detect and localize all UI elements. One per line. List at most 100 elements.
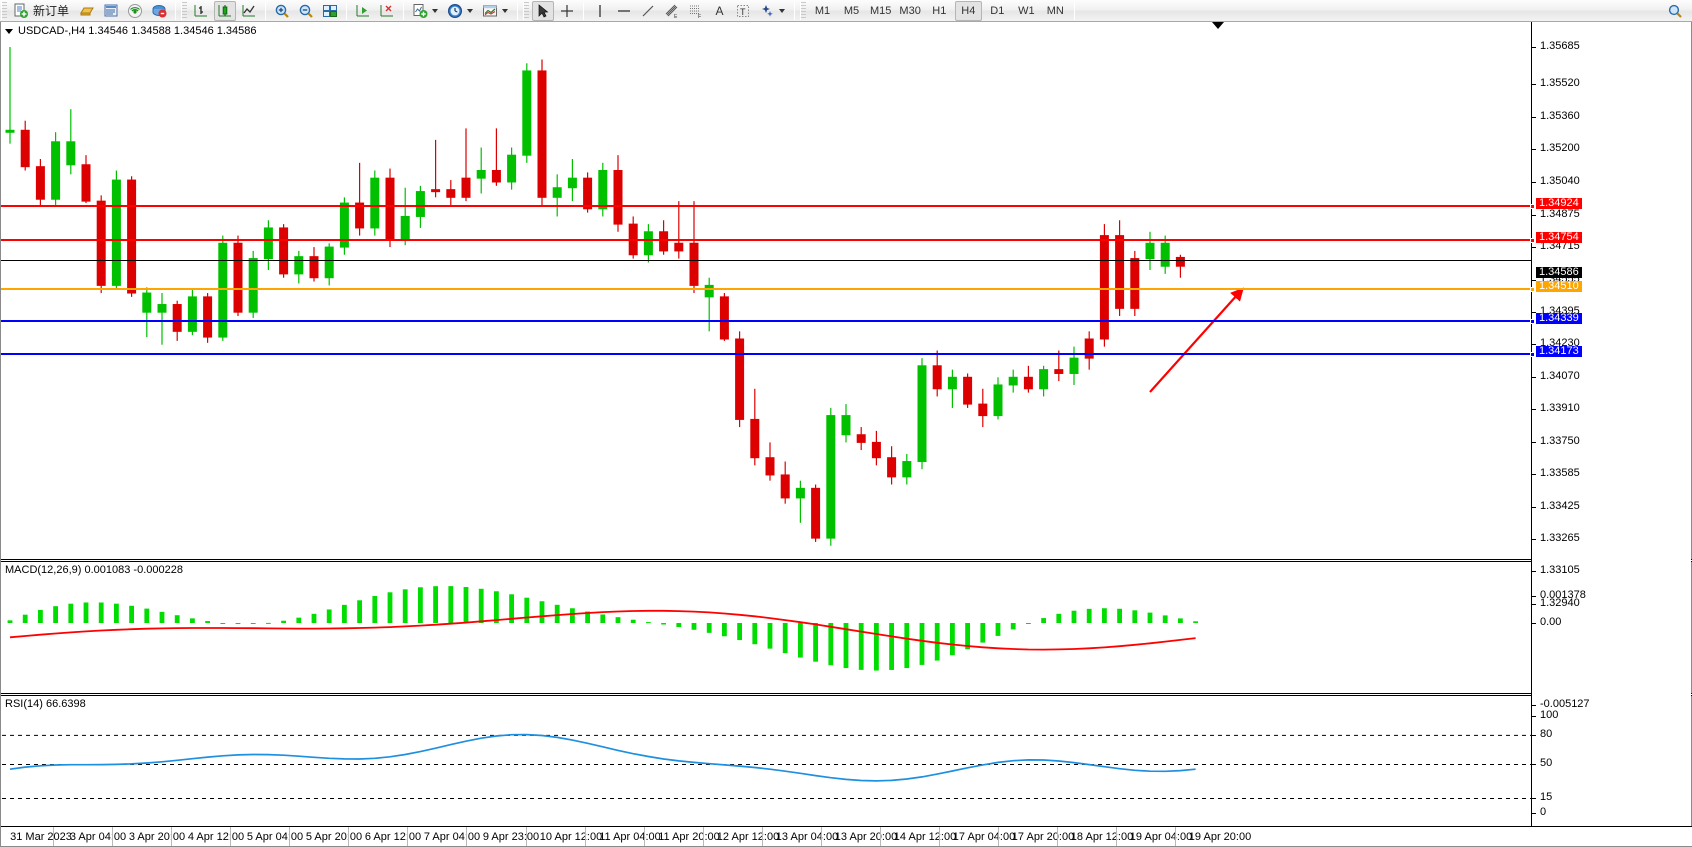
chart-type-grip[interactable] (181, 1, 188, 20)
price-tick-16 (1532, 571, 1536, 572)
auto-scroll-button[interactable] (352, 1, 374, 21)
time-separator-8 (466, 827, 467, 846)
candle-body-22 (339, 202, 349, 248)
terminal-button[interactable] (100, 1, 122, 21)
crosshair-button[interactable] (556, 1, 578, 21)
chart-menu-caret-icon[interactable] (5, 28, 13, 34)
resistance-line-2-handle[interactable] (1530, 238, 1535, 243)
timeframe-w1[interactable]: W1 (1013, 1, 1040, 21)
resistance-line-2[interactable] (1, 238, 1535, 243)
macd-histogram-bar-65 (995, 623, 1001, 636)
timeframe-m5[interactable]: M5 (838, 1, 865, 21)
timeframe-h4[interactable]: H4 (954, 0, 982, 21)
support-line-1-handle[interactable] (1530, 319, 1535, 324)
cursor-button[interactable] (532, 0, 555, 21)
time-axis[interactable]: 31 Mar 2023 3 Apr 04:00 3 Apr 20:00 4 Apr 1… (1, 826, 1692, 846)
bar-chart-button[interactable] (190, 1, 212, 21)
zoom-out-button[interactable] (295, 1, 317, 21)
horizontal-line-button[interactable] (613, 1, 635, 21)
timeframe-m30[interactable]: M30 (896, 1, 923, 21)
ask-price-tag-label[interactable]: 1.34510 (1536, 281, 1582, 292)
time-label-12: 12 Apr 12:00 (716, 831, 780, 843)
uptrend-arrow-annotation[interactable] (1149, 287, 1244, 393)
macd-histogram-bar-77 (1178, 618, 1183, 623)
timeframe-d1[interactable]: D1 (984, 1, 1011, 21)
ask-price-handle[interactable] (1530, 287, 1535, 292)
chevron-down-icon-2[interactable] (465, 9, 474, 13)
rsi-tick-4 (1532, 813, 1536, 814)
resistance-line-1-handle[interactable] (1530, 204, 1535, 209)
chart-window[interactable]: USDCAD-,H4 1.34546 1.34588 1.34546 1.345… (0, 22, 1692, 847)
text-label-button[interactable]: T (732, 1, 754, 21)
autotrading-button[interactable] (148, 1, 170, 21)
indicators-button[interactable] (409, 1, 442, 21)
resistance-level-2-label[interactable]: 1.34754 (1536, 232, 1582, 243)
shapes-button[interactable] (756, 1, 789, 21)
periods-button[interactable] (444, 1, 477, 21)
chevron-down-icon-4[interactable] (777, 9, 786, 13)
line-chart-button[interactable] (238, 1, 260, 21)
signals-button[interactable] (124, 1, 146, 21)
support-level-1-label[interactable]: 1.34339 (1536, 313, 1582, 324)
timeframe-m15[interactable]: M15 (867, 1, 894, 21)
candle-body-73 (1115, 235, 1125, 309)
support-line-2[interactable] (1, 352, 1535, 357)
timeframe-m1[interactable]: M1 (809, 1, 836, 21)
price-tick-label-16: 1.33105 (1540, 564, 1580, 576)
trendline-button[interactable] (637, 1, 659, 21)
drawing-grip[interactable] (523, 1, 530, 20)
price-panel[interactable] (2, 22, 1532, 559)
macd-tick-label-2: -0.005127 (1540, 698, 1590, 710)
scroll-position-marker[interactable] (1212, 22, 1224, 29)
price-axis[interactable]: 1.35685 1.35520 1.35360 1.35200 1.35040 1.348… (1531, 22, 1691, 846)
candle-body-39 (598, 170, 608, 210)
support-line-1[interactable] (1, 319, 1535, 324)
macd-histogram-bar-39 (600, 614, 606, 623)
fibonacci-button[interactable]: F (685, 1, 707, 21)
chart-shift-button[interactable] (376, 1, 398, 21)
time-separator-1 (53, 827, 54, 846)
macd-rsi-separator[interactable] (1, 693, 1692, 696)
bid-price-tag-label[interactable]: 1.34586 (1536, 267, 1582, 278)
time-label-10: 11 Apr 04:00 (599, 831, 661, 843)
time-separator-7 (407, 827, 408, 846)
timeframe-d1-label: D1 (990, 4, 1005, 17)
support-line-2-handle[interactable] (1530, 352, 1535, 357)
macd-tick-1 (1532, 623, 1536, 624)
resistance-line-1[interactable] (1, 204, 1535, 209)
support-level-2-label[interactable]: 1.34173 (1536, 346, 1582, 357)
time-label-18: 18 Apr 12:00 (1070, 831, 1134, 843)
search-button[interactable] (1664, 1, 1686, 21)
chevron-down-icon[interactable] (430, 9, 439, 13)
time-separator-10 (585, 827, 586, 846)
resistance-level-1-label[interactable]: 1.34924 (1536, 198, 1582, 209)
timeframe-mn[interactable]: MN (1042, 1, 1069, 21)
rsi-panel[interactable] (2, 697, 1532, 822)
vertical-line-button[interactable] (589, 1, 611, 21)
expert-advisor-button[interactable] (76, 1, 98, 21)
macd-panel[interactable] (2, 563, 1532, 693)
macd-histogram-bar-60 (919, 623, 925, 665)
candle-body-62 (947, 376, 957, 390)
text-button[interactable]: A (709, 1, 730, 21)
templates-button[interactable] (479, 1, 512, 21)
time-separator-4 (230, 827, 231, 846)
macd-histogram-bar-57 (874, 623, 879, 671)
toolbar-separator-5 (517, 1, 519, 20)
macd-histogram-bar-50 (767, 623, 773, 649)
candle-body-50 (765, 457, 775, 476)
chevron-down-icon-3[interactable] (500, 9, 509, 13)
equidistant-channel-button[interactable]: E (661, 1, 683, 21)
price-macd-separator[interactable] (1, 559, 1692, 562)
timeframe-grip[interactable] (800, 1, 807, 20)
new-order-button[interactable]: 新订单 (10, 1, 74, 21)
zoom-in-button[interactable] (271, 1, 293, 21)
candlestick-chart-button[interactable] (214, 0, 237, 21)
timeframe-h1[interactable]: H1 (926, 1, 953, 21)
toolbar-grip[interactable] (1, 1, 7, 20)
candle-body-64 (978, 403, 988, 417)
rsi-tick-3 (1532, 798, 1536, 799)
ask-price-line[interactable] (1, 287, 1535, 292)
timeframe-mn-label: MN (1046, 4, 1064, 17)
tile-windows-button[interactable] (319, 1, 341, 21)
